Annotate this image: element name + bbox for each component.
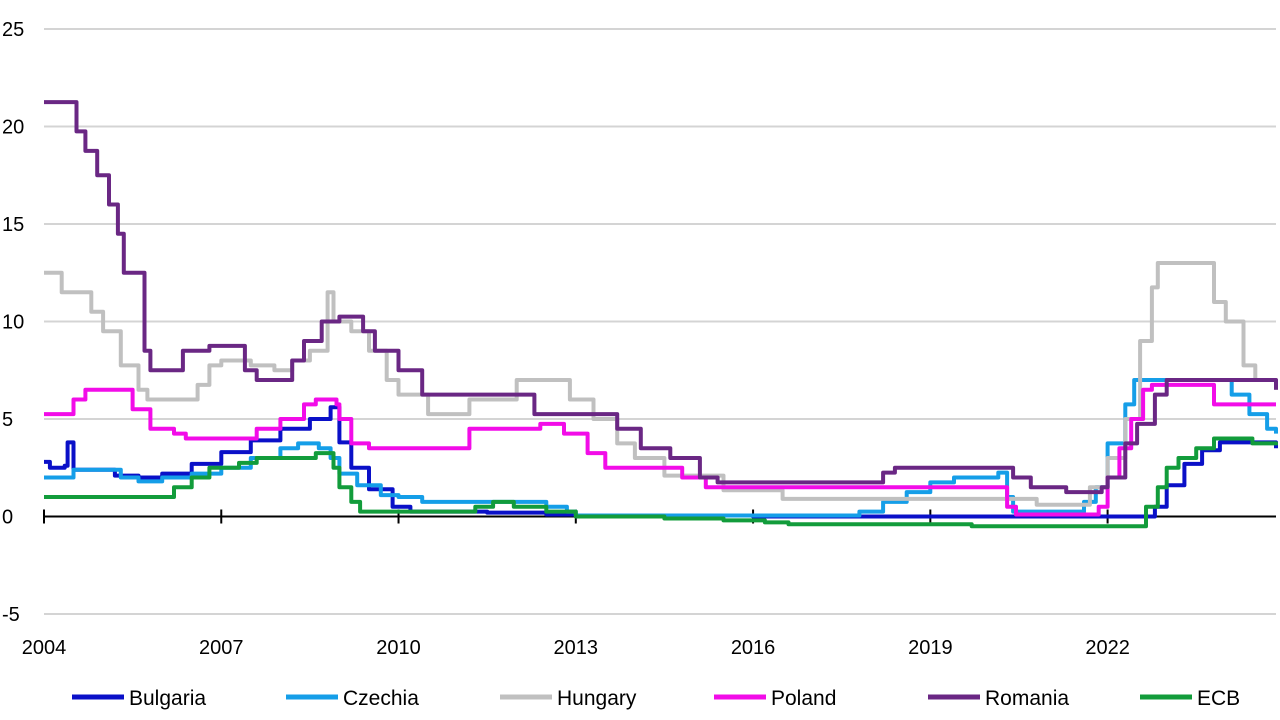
y-tick-label: 0	[2, 507, 13, 529]
x-tick-label: 2022	[1085, 637, 1130, 659]
gridlines	[44, 28, 1276, 615]
y-tick-label: 10	[2, 312, 24, 334]
y-tick-label: 25	[2, 19, 24, 41]
legend-label-czechia: Czechia	[343, 687, 419, 710]
x-tick-label: 2013	[554, 637, 599, 659]
x-tick-label: 2019	[908, 637, 953, 659]
axes: -5 0 5 10 15 20 25 2004 2007 2010 2013 2016 2019 2022	[2, 19, 1276, 659]
series-line-hungary	[44, 261, 1278, 507]
legend: Bulgaria Czechia Hungary Poland Romania ECB	[72, 687, 1240, 710]
x-tick-label: 2007	[199, 637, 244, 659]
series-line-romania	[44, 100, 1278, 495]
legend-label-ecb: ECB	[1197, 687, 1240, 710]
y-tick-label: 5	[2, 409, 13, 431]
legend-label-romania: Romania	[985, 687, 1069, 710]
legend-label-poland: Poland	[771, 687, 836, 710]
x-tick-label: 2010	[376, 637, 421, 659]
legend-label-bulgaria: Bulgaria	[129, 687, 206, 710]
y-tick-label: 15	[2, 214, 24, 236]
series-lines	[44, 100, 1278, 529]
legend-label-hungary: Hungary	[557, 687, 637, 710]
x-tick-label: 2016	[731, 637, 776, 659]
series-line-ecb	[44, 436, 1278, 529]
y-tick-label: 20	[2, 117, 24, 139]
x-tick-label: 2004	[22, 637, 67, 659]
y-tick-label: -5	[2, 604, 20, 626]
